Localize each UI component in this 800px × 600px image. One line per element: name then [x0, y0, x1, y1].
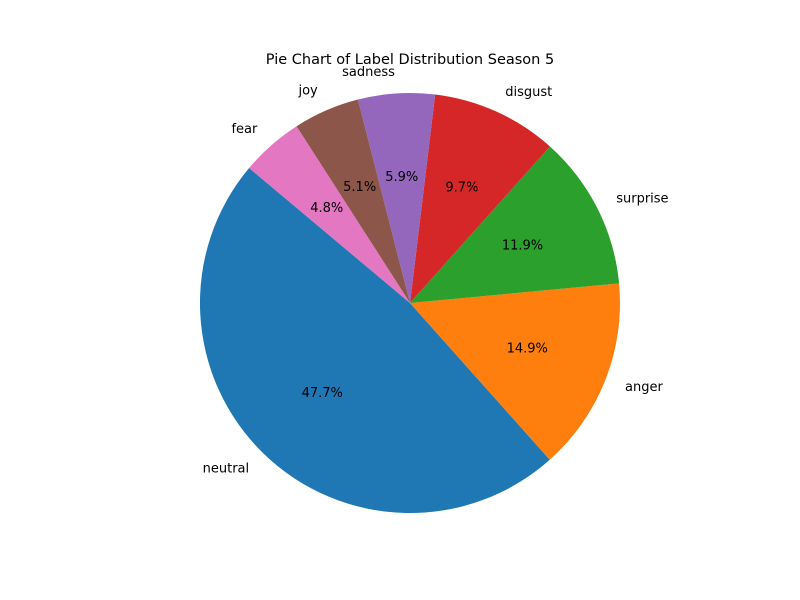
- slice-label-surprise: surprise: [616, 191, 668, 206]
- category-labels: neutral anger surprise disgust sadness joy fea…: [203, 65, 669, 476]
- slice-label-disgust: disgust: [505, 85, 552, 100]
- slice-label-joy: joy: [297, 84, 318, 99]
- pie-slice-anger: [410, 283, 620, 460]
- slice-label-sadness: sadness: [342, 65, 395, 80]
- pie-slice-surprise: [410, 146, 620, 303]
- chart-title: Pie Chart of Label Distribution Season 5: [266, 52, 554, 68]
- pct-label-neutral: 47.7%: [302, 386, 343, 401]
- slice-label-anger: anger: [625, 380, 663, 395]
- pct-label-fear: 4.8%: [310, 201, 343, 216]
- pct-label-surprise: 11.9%: [502, 239, 543, 254]
- pct-label-joy: 5.1%: [343, 180, 376, 195]
- pie-slice-joy: [296, 99, 410, 303]
- slice-label-fear: fear: [231, 122, 258, 137]
- pct-label-disgust: 9.7%: [445, 181, 478, 196]
- pie-slice-fear: [249, 126, 410, 303]
- percentage-labels: 47.7% 14.9% 11.9% 9.7% 5.9% 5.1%4.8%: [302, 170, 548, 401]
- slice-label-neutral: neutral: [203, 461, 250, 476]
- pct-label-sadness: 5.9%: [385, 170, 418, 185]
- pie-slice-neutral: [199, 168, 550, 514]
- pie-slice-sadness: [357, 92, 436, 303]
- pie-slice-disgust: [410, 94, 550, 303]
- pct-label-anger: 14.9%: [507, 342, 548, 357]
- pie-slices: [199, 92, 620, 514]
